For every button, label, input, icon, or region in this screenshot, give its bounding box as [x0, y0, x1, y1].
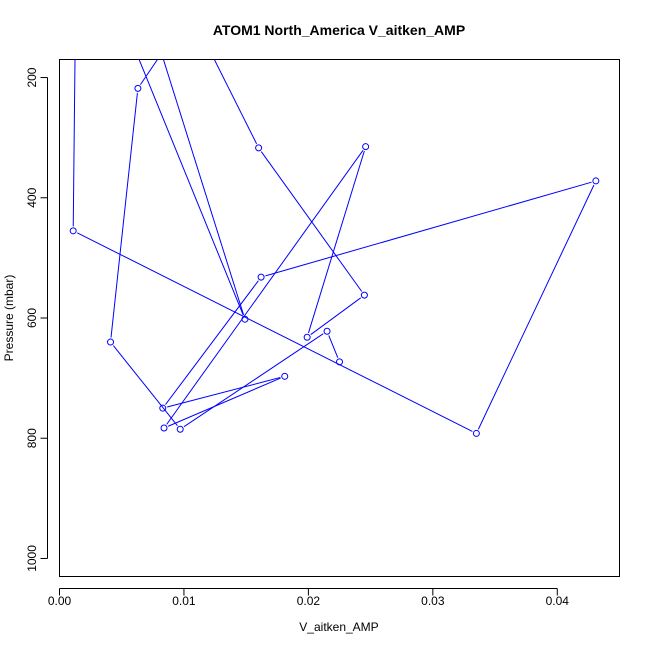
series-line-segment	[307, 150, 365, 334]
data-point	[336, 358, 343, 366]
data-point	[281, 372, 289, 380]
data-point	[160, 424, 168, 432]
plot-area	[69, 59, 600, 437]
series-line-segment	[112, 345, 178, 427]
data-point	[360, 291, 368, 299]
x-axis-label: V_aitken_AMP	[299, 620, 378, 634]
series-line-segment	[477, 184, 595, 430]
y-tick-label: 400	[25, 187, 39, 207]
series-line-segment	[328, 335, 339, 358]
y-axis-label: Pressure (mbar)	[2, 275, 16, 362]
series-line-segment	[213, 59, 258, 145]
data-point	[107, 338, 115, 346]
data-point	[241, 315, 249, 323]
chart-title: ATOM1 North_America V_aitken_AMP	[213, 22, 465, 38]
y-tick-label: 200	[25, 67, 39, 87]
data-point	[592, 177, 600, 185]
series-line-segment	[138, 59, 244, 316]
series-line-segment	[162, 59, 245, 316]
y-tick-label: 600	[25, 308, 39, 328]
series-line-segment	[166, 150, 364, 425]
series-line-segment	[260, 151, 363, 292]
series-line-segment	[183, 333, 324, 428]
x-tick-label: 0.04	[546, 594, 570, 608]
y-axis: 200 400 600 800 1000	[25, 67, 48, 572]
y-tick-label: 800	[25, 428, 39, 448]
x-tick-label: 0.03	[421, 594, 445, 608]
x-tick-label: 0.01	[172, 594, 196, 608]
data-point	[303, 333, 311, 341]
series-line-segment	[265, 181, 592, 277]
series-line-segment	[110, 92, 138, 338]
data-point	[257, 273, 265, 281]
series-line-segment	[76, 232, 473, 432]
series-line-segment	[167, 377, 281, 427]
plot-frame	[59, 59, 620, 577]
data-point	[69, 227, 77, 235]
data-point	[176, 425, 184, 433]
data-point	[159, 404, 167, 412]
series-line-segment	[167, 376, 281, 408]
y-tick-label: 1000	[25, 545, 39, 572]
series-line-segment	[310, 297, 362, 335]
data-point	[134, 84, 142, 92]
series-line-segment	[165, 280, 259, 405]
data-point	[255, 144, 263, 152]
data-point	[362, 143, 370, 151]
series-line-segment	[72, 59, 76, 227]
data-point	[472, 429, 480, 437]
series-line-segment	[140, 59, 159, 85]
x-tick-label: 0.02	[297, 594, 321, 608]
x-axis: 0.00 0.01 0.02 0.03 0.04	[48, 588, 570, 608]
data-point	[323, 327, 331, 335]
x-tick-label: 0.00	[48, 594, 72, 608]
